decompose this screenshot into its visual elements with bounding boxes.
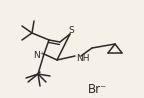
Text: N⁺: N⁺ xyxy=(33,50,45,59)
Text: Br⁻: Br⁻ xyxy=(88,83,108,96)
Text: NH: NH xyxy=(76,54,90,63)
Text: S: S xyxy=(68,25,74,34)
